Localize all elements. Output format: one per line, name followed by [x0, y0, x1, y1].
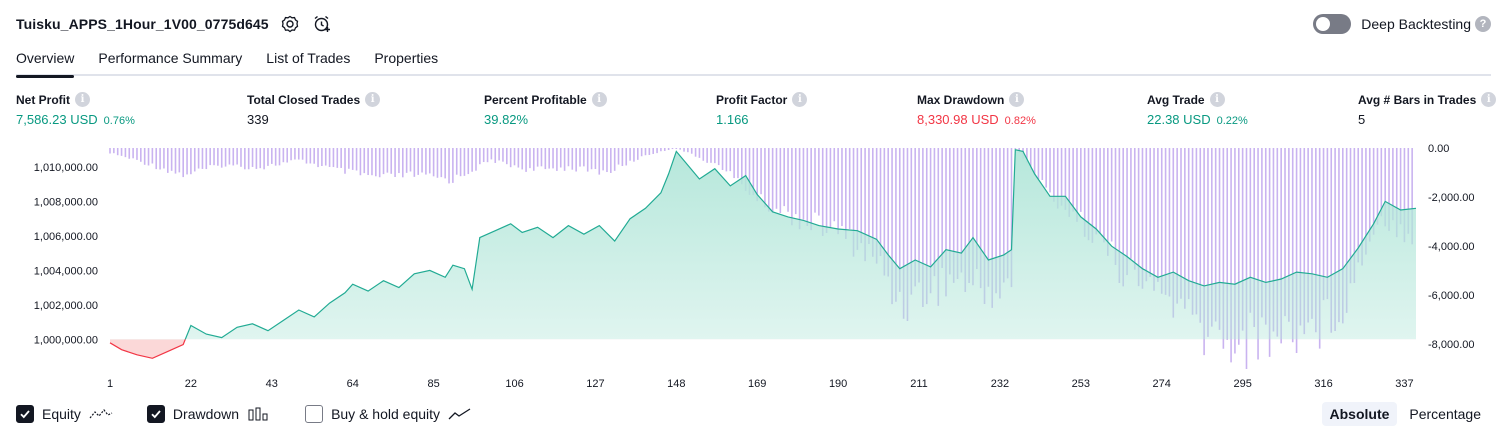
- x-tick-label: 337: [1395, 378, 1413, 390]
- buy-hold-line-icon: [448, 408, 471, 420]
- drawdown-bars-icon: [248, 407, 268, 421]
- y-left-tick-label: 1,008,000.00: [34, 196, 98, 208]
- x-tick-label: 1: [107, 378, 113, 390]
- report-tabs: Overview Performance Summary List of Tra…: [16, 44, 1491, 78]
- equity-drawdown-chart[interactable]: 1,000,000.00 1,002,000.00 1,004,000.00 1,00…: [0, 140, 1507, 396]
- x-tick-label: 253: [1072, 378, 1090, 390]
- metric-value: 39.82%: [484, 112, 529, 127]
- y-left-tick-label: 1,000,000.00: [34, 334, 98, 346]
- mode-absolute[interactable]: Absolute: [1321, 402, 1398, 426]
- chart-legend: Equity Drawdown Buy & hold equity: [16, 403, 506, 425]
- deep-backtesting: Deep Backtesting ?: [1313, 12, 1491, 36]
- x-tick-label: 190: [829, 378, 847, 390]
- x-tick-label: 127: [586, 378, 604, 390]
- info-icon[interactable]: i: [1209, 92, 1225, 107]
- metric-label: Net Profit: [16, 92, 70, 107]
- metric-value: 8,330.98 USD: [917, 112, 999, 127]
- y-right-tick-label: -2,000.00: [1428, 192, 1474, 204]
- info-icon[interactable]: i: [75, 92, 90, 107]
- metric-value: 5: [1358, 112, 1366, 127]
- drawdown-bars: [109, 148, 1413, 369]
- info-icon[interactable]: i: [1009, 92, 1025, 107]
- scale-mode-switch: Absolute Percentage: [1318, 401, 1490, 427]
- y-axis-left: 1,000,000.00 1,002,000.00 1,004,000.00 1,00…: [34, 162, 98, 346]
- metric-label: Avg Trade: [1147, 92, 1205, 107]
- info-icon[interactable]: i: [792, 92, 808, 107]
- legend-equity[interactable]: Equity: [16, 405, 113, 423]
- x-tick-label: 211: [910, 378, 928, 390]
- metric-percent: 0.76%: [103, 115, 135, 127]
- settings-icon[interactable]: [279, 13, 301, 35]
- y-axis-right: 0.00 -2,000.00 -4,000.00 -6,000.00 -8,000.00: [1428, 143, 1474, 351]
- metric-value: 339: [247, 112, 269, 127]
- metric-percent-profitable: Percent Profitable i 39.82%: [484, 92, 607, 127]
- x-tick-label: 85: [427, 378, 439, 390]
- deep-backtesting-label: Deep Backtesting: [1361, 16, 1471, 32]
- metric-avg-trade: Avg Trade i 22.38 USD 0.22%: [1147, 92, 1248, 127]
- x-tick-label: 169: [748, 378, 766, 390]
- x-tick-label: 43: [266, 378, 278, 390]
- y-right-tick-label: -4,000.00: [1428, 241, 1474, 253]
- x-tick-label: 316: [1314, 378, 1332, 390]
- x-tick-label: 232: [991, 378, 1009, 390]
- equity-line: [184, 148, 1417, 340]
- legend-label: Buy & hold equity: [331, 406, 441, 422]
- metric-label: Profit Factor: [716, 92, 788, 107]
- y-left-tick-label: 1,006,000.00: [34, 231, 98, 243]
- metric-net-profit: Net Profit i 7,586.23 USD 0.76%: [16, 92, 135, 127]
- info-icon[interactable]: i: [365, 92, 381, 107]
- y-left-tick-label: 1,010,000.00: [34, 162, 98, 174]
- x-tick-label: 274: [1153, 378, 1171, 390]
- metric-label: Percent Profitable: [484, 92, 587, 107]
- metric-total-closed-trades: Total Closed Trades i 339: [247, 92, 381, 127]
- equity-under-baseline-area: [110, 339, 186, 359]
- metric-avg-bars-in-trades: Avg # Bars in Trades i 5: [1358, 92, 1497, 127]
- equity-line-icon: [89, 409, 113, 419]
- metric-percent: 0.22%: [1216, 115, 1248, 127]
- x-tick-label: 295: [1233, 378, 1251, 390]
- metric-max-drawdown: Max Drawdown i 8,330.98 USD 0.82%: [917, 92, 1036, 127]
- metric-label: Max Drawdown: [917, 92, 1005, 107]
- metric-profit-factor: Profit Factor i 1.166: [716, 92, 808, 127]
- metric-value: 1.166: [716, 112, 749, 127]
- info-icon[interactable]: i: [1481, 92, 1497, 107]
- equity-checkbox[interactable]: [16, 405, 34, 423]
- tab-list-of-trades[interactable]: List of Trades: [266, 50, 351, 66]
- metric-label: Avg # Bars in Trades: [1358, 92, 1477, 107]
- y-left-tick-label: 1,004,000.00: [34, 265, 98, 277]
- x-axis: 1 22 43 64 85 106 127 148 169 190 211 232 253 274 295 3…: [107, 378, 1414, 390]
- x-tick-label: 106: [505, 378, 523, 390]
- tab-properties[interactable]: Properties: [374, 50, 439, 66]
- metric-label: Total Closed Trades: [247, 92, 361, 107]
- y-right-tick-label: -8,000.00: [1428, 339, 1474, 351]
- x-tick-label: 22: [185, 378, 197, 390]
- mode-percentage[interactable]: Percentage: [1409, 406, 1481, 422]
- strategy-header: Tuisku_APPS_1Hour_1V00_0775d645: [16, 12, 333, 36]
- tab-performance-summary[interactable]: Performance Summary: [98, 50, 243, 66]
- legend-drawdown[interactable]: Drawdown: [146, 405, 271, 423]
- info-icon[interactable]: i: [591, 92, 607, 107]
- y-left-tick-label: 1,002,000.00: [34, 300, 98, 312]
- help-icon[interactable]: ?: [1475, 16, 1491, 32]
- deep-backtesting-toggle[interactable]: [1313, 14, 1352, 34]
- add-alert-icon[interactable]: [311, 13, 333, 35]
- legend-buy-hold-equity[interactable]: Buy & hold equity: [305, 405, 472, 423]
- tab-overview[interactable]: Overview: [16, 44, 75, 78]
- y-right-tick-label: 0.00: [1428, 143, 1449, 155]
- legend-label: Drawdown: [172, 406, 240, 422]
- metric-percent: 0.82%: [1004, 115, 1036, 127]
- equity-area: [110, 149, 1416, 340]
- legend-label: Equity: [42, 406, 81, 422]
- metrics-row: Net Profit i 7,586.23 USD 0.76% Total Clos…: [0, 92, 1507, 132]
- strategy-title: Tuisku_APPS_1Hour_1V00_0775d645: [16, 16, 269, 32]
- drawdown-checkbox[interactable]: [146, 405, 165, 423]
- metric-value: 7,586.23 USD: [16, 112, 98, 127]
- y-right-tick-label: -6,000.00: [1428, 290, 1474, 302]
- x-tick-label: 148: [667, 378, 685, 390]
- buy-hold-checkbox[interactable]: [305, 405, 324, 423]
- metric-value: 22.38 USD: [1147, 112, 1211, 127]
- x-tick-label: 64: [347, 378, 359, 390]
